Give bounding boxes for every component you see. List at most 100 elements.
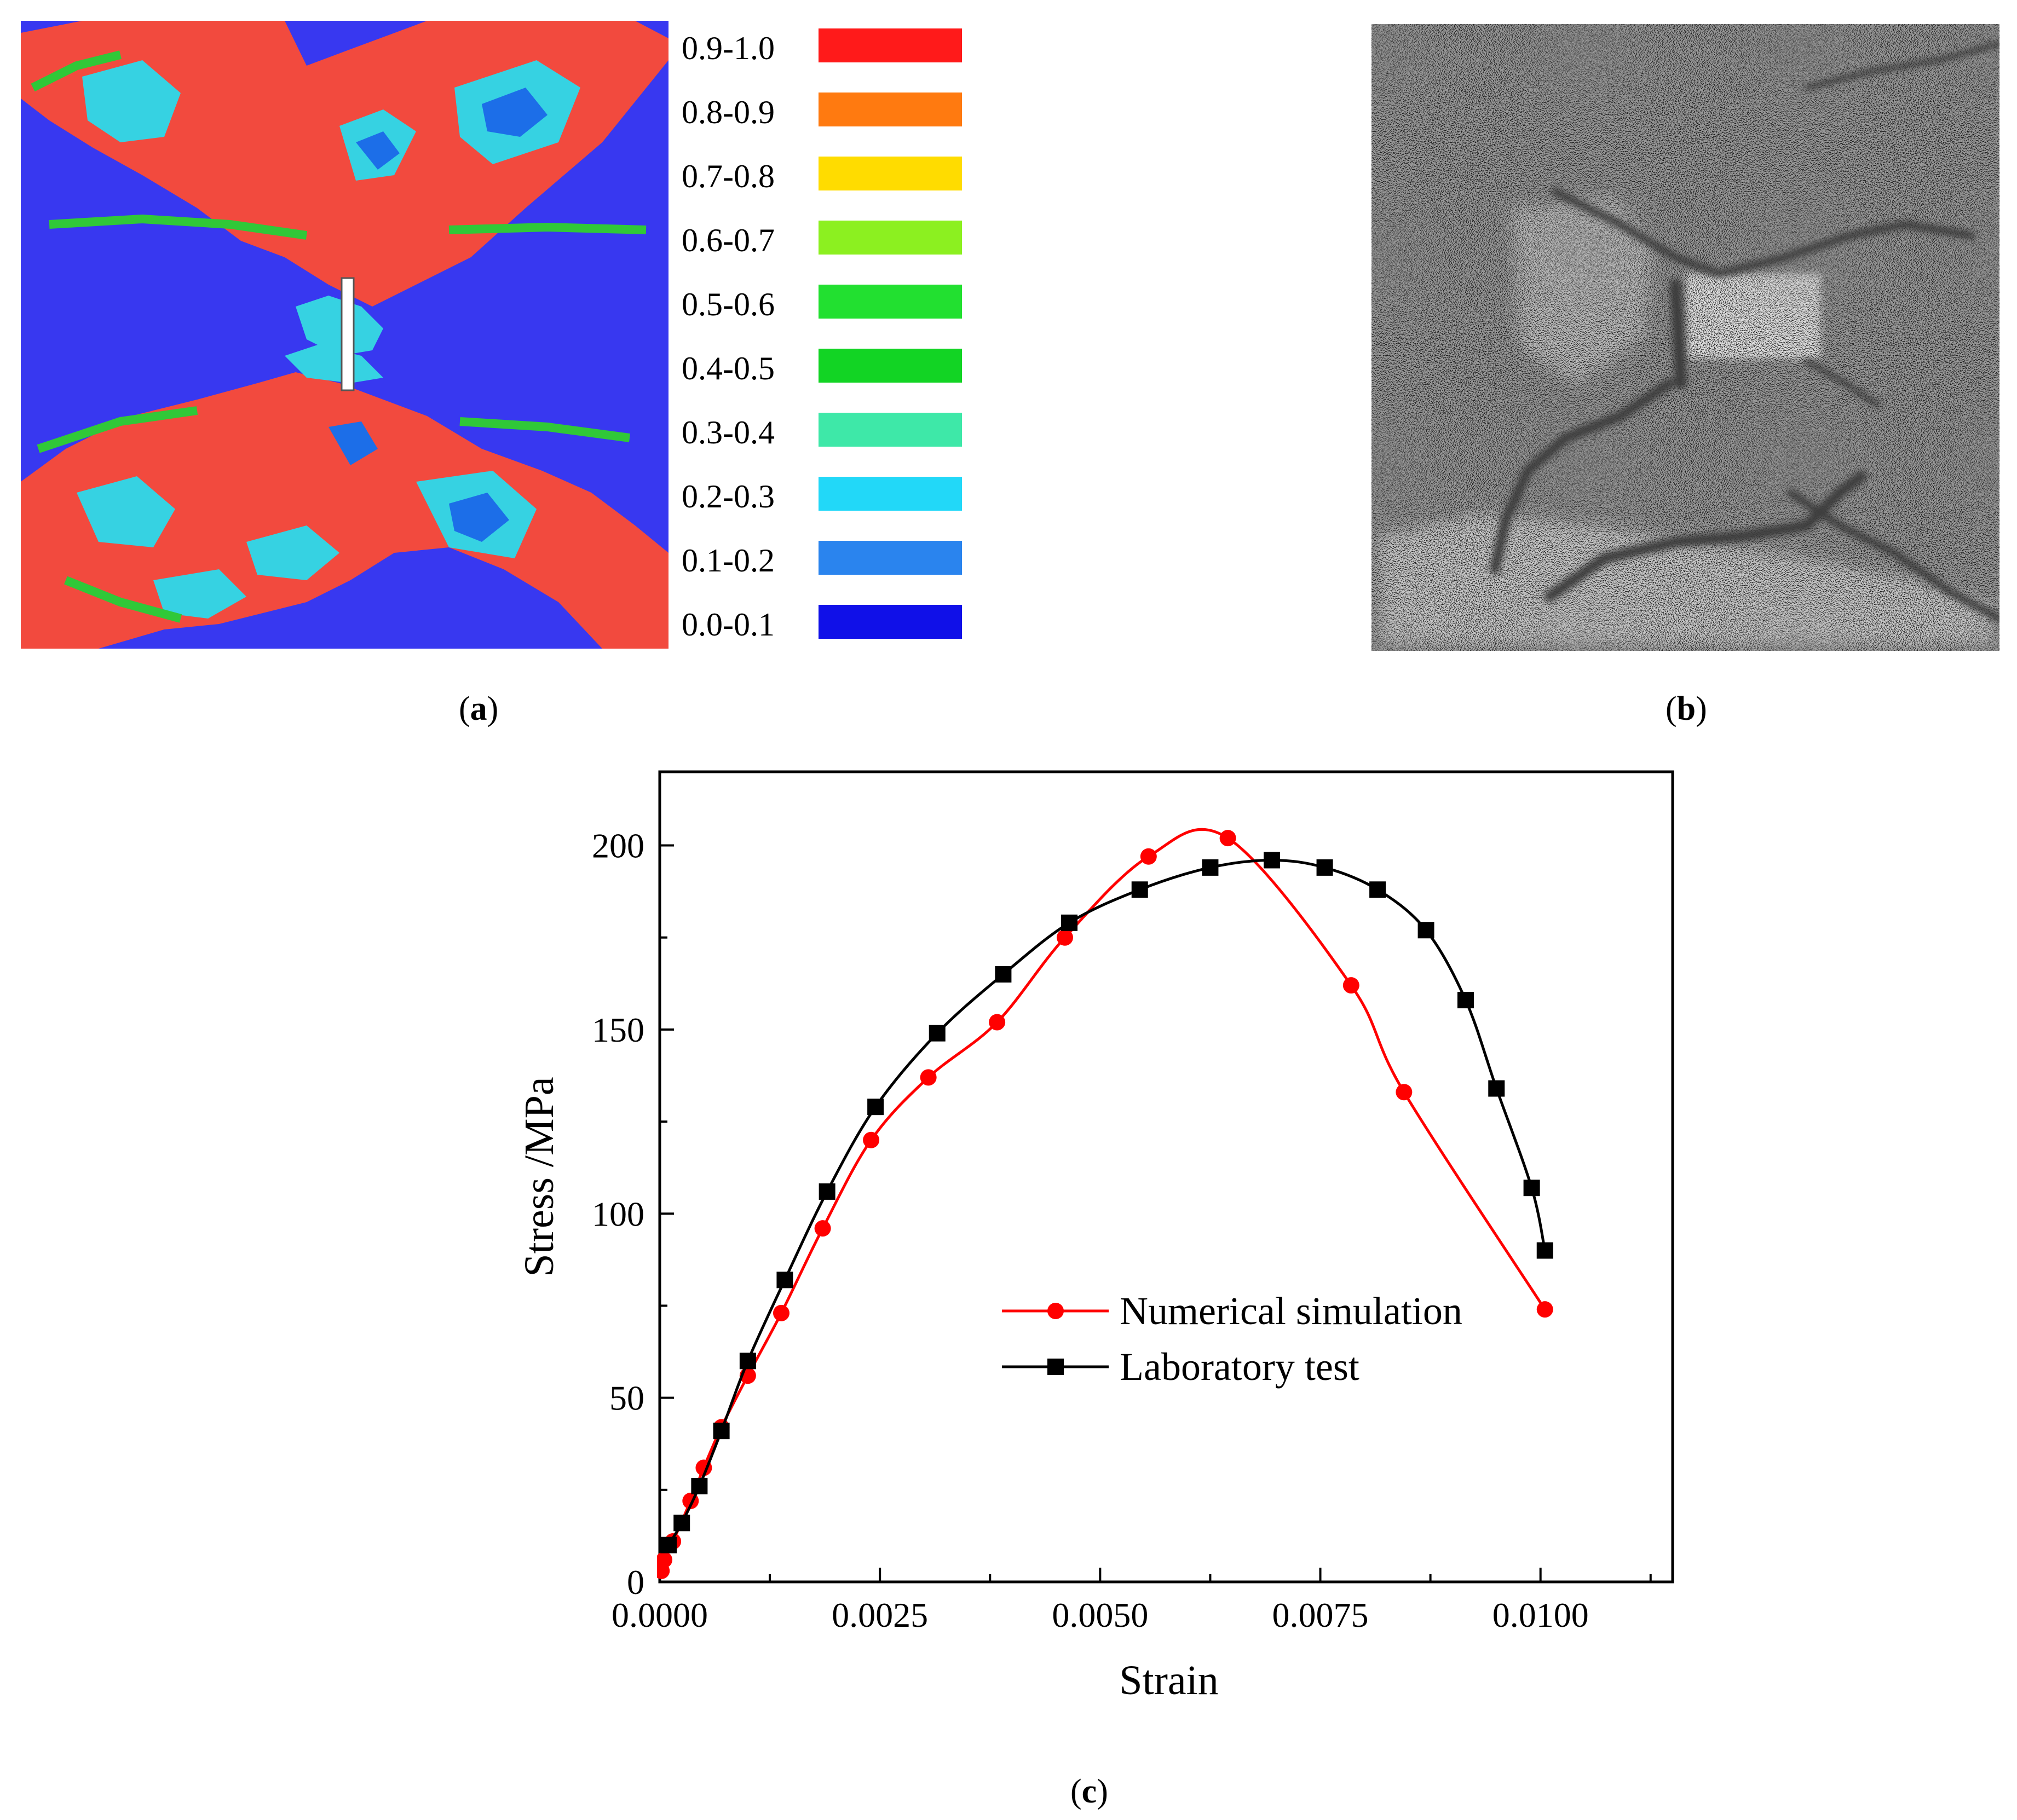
data-point-laboratory-test	[1417, 922, 1434, 939]
y-tick-label: 150	[592, 1010, 644, 1049]
y-tick-label: 100	[592, 1194, 644, 1233]
data-point-numerical-simulation	[773, 1304, 789, 1321]
legend-label: Laboratory test	[1120, 1345, 1359, 1389]
legend-range-label: 0.3-0.4	[682, 414, 775, 450]
panel-c-label: (c)	[1070, 1772, 1108, 1811]
legend-range-label: 0.4-0.5	[682, 350, 775, 386]
legend-swatch	[819, 93, 962, 126]
data-point-laboratory-test	[1061, 914, 1078, 931]
panel-a-label-close: )	[487, 690, 499, 727]
contour-green-edge-upper	[31, 50, 647, 240]
contour-cyan-region-upper	[82, 60, 580, 181]
data-point-laboratory-test	[1536, 1242, 1553, 1259]
legend-swatch	[819, 285, 962, 319]
y-tick-label: 200	[592, 827, 644, 865]
data-point-laboratory-test	[995, 966, 1012, 983]
panel-b-label-letter: b	[1676, 690, 1696, 727]
contour-cyan-bridge-lower	[285, 345, 383, 383]
data-point-numerical-simulation	[1219, 830, 1236, 847]
contour-blue-spot-lower	[329, 421, 509, 542]
data-point-numerical-simulation	[920, 1069, 937, 1086]
legend-swatch	[819, 605, 962, 639]
x-tick-label: 0.0100	[1492, 1596, 1589, 1634]
data-point-laboratory-test	[1316, 859, 1333, 876]
plot-area	[657, 828, 1553, 1579]
contour-green-edge-lower	[37, 406, 631, 623]
contour-blue-spot-upper	[356, 88, 548, 170]
y-axis-label: Stress /MPa	[516, 1077, 562, 1276]
data-point-laboratory-test	[1523, 1180, 1540, 1197]
legend-range-label: 0.9-1.0	[682, 30, 775, 66]
legend-swatch	[819, 221, 962, 255]
legend-swatch	[819, 541, 962, 575]
x-tick-label: 0.0000	[612, 1596, 708, 1634]
series-line-numerical-simulation	[660, 828, 1546, 1571]
specimen-photo	[1371, 24, 1999, 651]
panel-c-label-open: (	[1070, 1773, 1082, 1810]
y-tick-label: 50	[609, 1379, 644, 1418]
panel-c-chart: 0.0000 0.0025 0.0050 0.0075 0.0100 0 50 100 150 2…	[516, 770, 1674, 1703]
data-point-laboratory-test	[673, 1515, 690, 1532]
x-axis-label: Strain	[1119, 1657, 1219, 1703]
panel-a-label-letter: a	[470, 690, 487, 727]
panel-c-label-close: )	[1097, 1773, 1108, 1810]
contour-cyan-bridge	[296, 296, 383, 356]
legend-range-label: 0.5-0.6	[682, 286, 775, 322]
legend-marker-circle	[1047, 1303, 1064, 1319]
legend-range-label: 0.8-0.9	[682, 94, 775, 130]
legend-marker-square	[1047, 1359, 1064, 1375]
data-point-laboratory-test	[867, 1099, 884, 1116]
legend-range-label: 0.6-0.7	[682, 222, 775, 258]
legend-swatch	[819, 349, 962, 383]
series-line-laboratory-test	[667, 858, 1547, 1546]
chart-legend: Numerical simulation Laboratory test	[1002, 1289, 1462, 1389]
data-point-laboratory-test	[1131, 881, 1148, 898]
data-point-laboratory-test	[1264, 852, 1281, 869]
contour-cyan-region-lower	[77, 471, 537, 619]
data-point-laboratory-test	[1202, 859, 1219, 876]
photo-cracks	[1490, 41, 1999, 622]
pre-existing-flaw	[341, 277, 355, 391]
legend-swatch	[819, 477, 962, 511]
data-point-laboratory-test	[819, 1183, 835, 1200]
data-point-numerical-simulation	[1536, 1301, 1553, 1318]
data-point-laboratory-test	[691, 1478, 708, 1495]
legend-range-label: 0.7-0.8	[682, 158, 775, 194]
legend-range-label: 0.0-0.1	[682, 606, 775, 643]
legend-swatch	[819, 413, 962, 447]
data-point-numerical-simulation	[1057, 929, 1073, 946]
data-point-numerical-simulation	[863, 1131, 880, 1148]
plot-frame	[658, 770, 1674, 1584]
data-point-numerical-simulation	[1140, 848, 1157, 865]
data-point-numerical-simulation	[989, 1014, 1006, 1031]
legend-label: Numerical simulation	[1120, 1289, 1462, 1333]
panel-b-label-open: (	[1666, 690, 1677, 727]
x-tick-label: 0.0075	[1272, 1596, 1369, 1634]
data-point-numerical-simulation	[1342, 977, 1359, 994]
legend-range-label: 0.1-0.2	[682, 542, 775, 579]
panel-a: 0.9-1.0 0.8-0.9 0.7-0.8 0.6-0.7 0.5-0.6 0.4-0…	[21, 21, 962, 649]
data-point-laboratory-test	[1457, 992, 1474, 1009]
legend-swatch	[819, 157, 962, 190]
panel-b-label-close: )	[1696, 690, 1707, 727]
panel-a-label-open: (	[459, 690, 470, 727]
y-tick-label: 0	[627, 1563, 644, 1602]
data-point-numerical-simulation	[1396, 1084, 1413, 1101]
data-point-laboratory-test	[929, 1025, 946, 1042]
legend-swatch	[819, 28, 962, 62]
data-point-numerical-simulation	[657, 1551, 673, 1568]
data-point-laboratory-test	[660, 1536, 677, 1553]
data-point-numerical-simulation	[814, 1220, 831, 1237]
legend-range-label: 0.2-0.3	[682, 478, 775, 515]
panel-b-label: (b)	[1666, 690, 1707, 729]
panel-a-label: (a)	[459, 690, 498, 729]
panel-b	[1371, 24, 1999, 651]
damage-contour-map	[21, 21, 669, 649]
data-point-laboratory-test	[739, 1353, 756, 1370]
data-point-laboratory-test	[1488, 1080, 1505, 1097]
data-point-laboratory-test	[1369, 881, 1386, 898]
damage-legend: 0.9-1.0 0.8-0.9 0.7-0.8 0.6-0.7 0.5-0.6 0.4-0…	[682, 28, 962, 643]
panel-c-label-letter: c	[1081, 1773, 1097, 1810]
x-tick-label: 0.0050	[1052, 1596, 1148, 1634]
x-tick-label: 0.0025	[832, 1596, 928, 1634]
